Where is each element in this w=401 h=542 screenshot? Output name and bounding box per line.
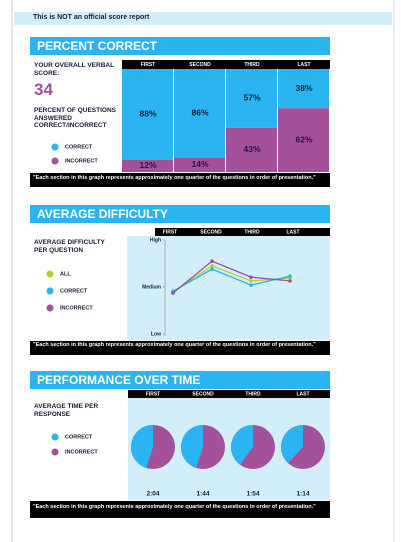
legend-dot <box>46 270 54 278</box>
time-label: 1:14 <box>296 491 309 498</box>
value-label: 57% <box>243 93 260 103</box>
legend-dot <box>46 304 54 312</box>
footnote-bar <box>30 501 330 518</box>
value-label: 14% <box>191 159 208 169</box>
footnote: "Each section in this graph represents a… <box>33 504 316 510</box>
value-label: 38% <box>295 83 312 93</box>
column-label: FIRST <box>141 62 155 68</box>
legend-label: CORRECT <box>65 434 93 440</box>
value-label: 62% <box>295 134 312 144</box>
legend-dot <box>51 448 59 456</box>
bar-correct <box>226 69 277 128</box>
time-label: 1:54 <box>246 491 259 498</box>
header-row <box>122 60 330 69</box>
value-label: 88% <box>139 109 156 119</box>
banner-bg <box>14 12 392 25</box>
section-title: PERCENT CORRECT <box>37 39 158 53</box>
questions-label: PERCENT OF QUESTIONS ANSWERED CORRECT/IN… <box>34 107 116 129</box>
column-label: FIRST <box>146 391 160 397</box>
column-label: THIRD <box>245 391 261 397</box>
point <box>210 264 214 268</box>
legend-dot <box>51 157 59 165</box>
line <box>172 260 291 294</box>
bar-correct <box>174 69 225 158</box>
column-label: FIRST <box>163 229 177 235</box>
column-label: SECOND <box>200 229 222 235</box>
footnote-bar <box>30 173 330 187</box>
legend-dot <box>51 433 59 441</box>
legend-label: INCORRECT <box>65 449 98 455</box>
bar-incorrect <box>278 108 329 172</box>
section-title: PERFORMANCE OVER TIME <box>37 373 201 387</box>
footnote: "Each section in this graph represents a… <box>33 342 316 348</box>
y-label: AVERAGE DIFFICULTY PER QUESTION <box>34 239 105 254</box>
title-bar <box>30 205 330 223</box>
value-label: 12% <box>139 160 156 170</box>
point <box>249 283 253 287</box>
value-label: 86% <box>191 108 208 118</box>
plot-area <box>127 236 330 340</box>
time-label: 2:04 <box>146 491 159 498</box>
banner: This is NOT an official score report <box>33 14 150 21</box>
legend-label: INCORRECT <box>65 158 98 164</box>
bar-incorrect <box>174 157 225 172</box>
header-row <box>128 390 330 398</box>
legend-dot <box>46 287 54 295</box>
y-label: AVERAGE TIME PER RESPONSE <box>34 403 99 418</box>
title-bar <box>30 371 330 389</box>
y-tick-label: Medium <box>142 284 161 290</box>
score-label: YOUR OVERALL VERBAL SCORE: <box>34 62 114 77</box>
point <box>210 259 214 263</box>
column-label: THIRD <box>244 229 260 235</box>
legend-label: ALL <box>60 271 71 277</box>
legend-label: INCORRECT <box>60 305 93 311</box>
point <box>171 291 175 295</box>
y-tick-label: High <box>150 237 161 243</box>
pie-correct <box>231 425 253 465</box>
column-label: THIRD <box>244 62 260 68</box>
column-label: SECOND <box>192 391 214 397</box>
header-row <box>155 228 330 236</box>
column-label: SECOND <box>189 62 211 68</box>
time-label: 1:44 <box>196 491 209 498</box>
bar-incorrect <box>122 159 173 172</box>
point <box>249 275 253 279</box>
bar-incorrect <box>226 127 277 172</box>
legend-label: CORRECT <box>60 288 88 294</box>
bar-correct <box>278 69 329 109</box>
point <box>210 267 214 271</box>
column-label: LAST <box>297 62 310 68</box>
legend-dot <box>51 143 59 151</box>
bar-correct <box>122 69 173 160</box>
footnote-bar <box>30 341 330 355</box>
title-bar <box>30 37 330 55</box>
score: 34 <box>34 80 53 99</box>
point <box>288 279 292 283</box>
pie-correct <box>180 425 203 468</box>
value-label: 43% <box>243 144 260 154</box>
column-label: LAST <box>286 229 299 235</box>
line <box>172 268 291 292</box>
y-tick-label: Low <box>151 331 161 337</box>
legend-label: CORRECT <box>65 144 93 150</box>
column-label: LAST <box>296 391 309 397</box>
footnote: "Each section in this graph represents a… <box>33 175 316 181</box>
section-title: AVERAGE DIFFICULTY <box>37 207 168 221</box>
pie-correct <box>130 425 153 468</box>
point <box>249 279 253 283</box>
pie-correct <box>281 425 303 464</box>
point <box>288 274 292 278</box>
